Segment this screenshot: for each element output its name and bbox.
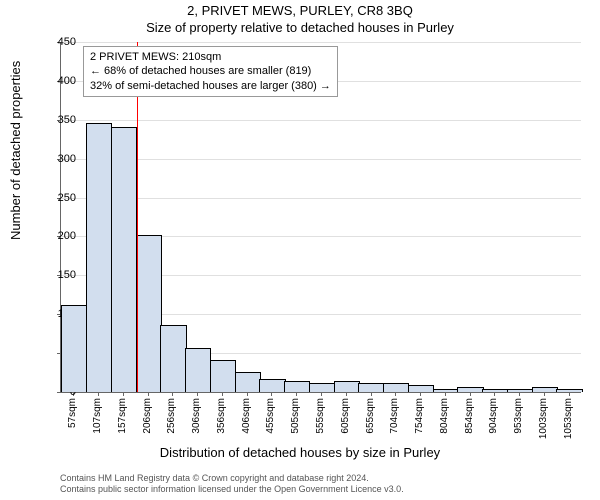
- xtick-label: 157sqm: [117, 398, 128, 434]
- xtick-mark: [148, 392, 149, 396]
- histogram-bar: [160, 325, 186, 392]
- plot-area: 2 PRIVET MEWS: 210sqm ← 68% of detached …: [60, 42, 581, 393]
- xtick-label: 804sqm: [439, 398, 450, 434]
- xtick-mark: [222, 392, 223, 396]
- xtick-mark: [569, 392, 570, 396]
- xtick-label: 854sqm: [464, 398, 475, 434]
- histogram-bar: [556, 389, 582, 392]
- ytick-label: 400: [46, 75, 76, 87]
- xtick-label: 1053sqm: [563, 398, 574, 439]
- ytick-label: 150: [46, 269, 76, 281]
- legend-line: 2 PRIVET MEWS: 210sqm: [90, 50, 331, 64]
- xtick-label: 505sqm: [290, 398, 301, 434]
- y-axis-label: Number of detached properties: [8, 61, 23, 240]
- histogram-bar: [358, 383, 384, 392]
- legend-line: 32% of semi-detached houses are larger (…: [90, 79, 331, 93]
- xtick-mark: [197, 392, 198, 396]
- histogram-bar: [309, 383, 335, 392]
- xtick-mark: [544, 392, 545, 396]
- xtick-mark: [445, 392, 446, 396]
- ytick-label: 450: [46, 36, 76, 48]
- xtick-mark: [123, 392, 124, 396]
- xtick-mark: [420, 392, 421, 396]
- xtick-mark: [296, 392, 297, 396]
- histogram-bar: [259, 379, 285, 392]
- xtick-label: 555sqm: [315, 398, 326, 434]
- xtick-mark: [321, 392, 322, 396]
- histogram-bar: [507, 389, 533, 392]
- xtick-mark: [98, 392, 99, 396]
- ytick-label: 250: [46, 192, 76, 204]
- xtick-label: 256sqm: [166, 398, 177, 434]
- xtick-mark: [271, 392, 272, 396]
- xtick-label: 206sqm: [142, 398, 153, 434]
- xtick-mark: [172, 392, 173, 396]
- xtick-label: 356sqm: [216, 398, 227, 434]
- histogram-bar: [284, 381, 310, 392]
- ytick-label: 300: [46, 153, 76, 165]
- attribution-line: Contains HM Land Registry data © Crown c…: [60, 473, 580, 484]
- attribution-text: Contains HM Land Registry data © Crown c…: [60, 473, 580, 495]
- legend-line: ← 68% of detached houses are smaller (81…: [90, 64, 331, 78]
- x-axis-label: Distribution of detached houses by size …: [0, 445, 600, 460]
- histogram-bar: [457, 387, 483, 392]
- xtick-mark: [247, 392, 248, 396]
- gridline: [61, 120, 581, 121]
- histogram-bar: [408, 385, 434, 392]
- histogram-bar: [210, 360, 236, 392]
- xtick-mark: [371, 392, 372, 396]
- xtick-label: 605sqm: [340, 398, 351, 434]
- xtick-label: 406sqm: [241, 398, 252, 434]
- xtick-mark: [346, 392, 347, 396]
- histogram-bar: [532, 387, 558, 392]
- histogram-bar: [235, 372, 261, 392]
- xtick-label: 904sqm: [488, 398, 499, 434]
- xtick-label: 655sqm: [365, 398, 376, 434]
- histogram-bar: [482, 389, 508, 392]
- chart-container: 2, PRIVET MEWS, PURLEY, CR8 3BQ Size of …: [0, 0, 600, 500]
- xtick-label: 57sqm: [67, 398, 78, 428]
- xtick-label: 704sqm: [389, 398, 400, 434]
- xtick-mark: [494, 392, 495, 396]
- chart-title-main: 2, PRIVET MEWS, PURLEY, CR8 3BQ: [0, 3, 600, 18]
- histogram-bar: [185, 348, 211, 392]
- xtick-label: 754sqm: [414, 398, 425, 434]
- histogram-bar: [383, 383, 409, 392]
- gridline: [61, 159, 581, 160]
- xtick-mark: [395, 392, 396, 396]
- histogram-bar: [136, 235, 162, 392]
- xtick-label: 306sqm: [191, 398, 202, 434]
- ytick-label: 200: [46, 230, 76, 242]
- xtick-label: 1003sqm: [538, 398, 549, 439]
- histogram-bar: [334, 381, 360, 392]
- histogram-bar: [86, 123, 112, 392]
- gridline: [61, 42, 581, 43]
- legend-box: 2 PRIVET MEWS: 210sqm ← 68% of detached …: [83, 46, 338, 97]
- xtick-mark: [519, 392, 520, 396]
- histogram-bar: [111, 127, 137, 392]
- xtick-label: 953sqm: [513, 398, 524, 434]
- ytick-label: 350: [46, 114, 76, 126]
- attribution-line: Contains public sector information licen…: [60, 484, 580, 495]
- xtick-mark: [470, 392, 471, 396]
- histogram-bar: [433, 389, 459, 392]
- xtick-label: 455sqm: [265, 398, 276, 434]
- chart-title-sub: Size of property relative to detached ho…: [0, 20, 600, 35]
- gridline: [61, 198, 581, 199]
- xtick-label: 107sqm: [92, 398, 103, 434]
- histogram-bar: [61, 305, 87, 392]
